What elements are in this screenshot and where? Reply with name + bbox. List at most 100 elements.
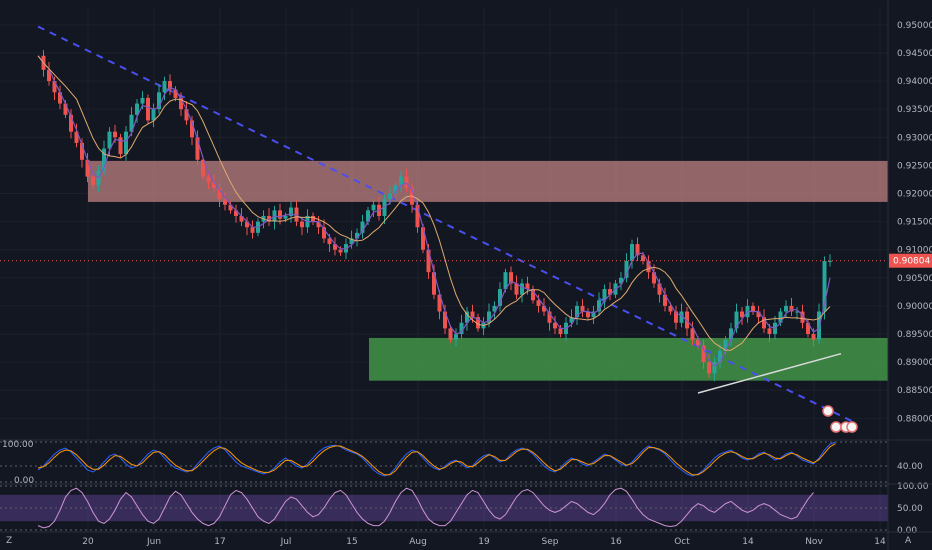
candle-body bbox=[300, 221, 304, 228]
candle-body bbox=[135, 103, 139, 115]
candle-body bbox=[635, 244, 640, 256]
candle-body bbox=[217, 187, 222, 200]
oscillator-2-tick-label: 100.00 bbox=[897, 482, 929, 492]
candle-body bbox=[454, 334, 458, 340]
price-tick-label: 0.89500 bbox=[897, 330, 932, 340]
time-tick-label: 14 bbox=[874, 537, 886, 547]
candle-body bbox=[470, 311, 475, 318]
candle-body bbox=[778, 311, 783, 323]
candle-body bbox=[657, 283, 662, 295]
candle-body bbox=[74, 131, 79, 143]
candle-body bbox=[322, 227, 326, 239]
slow-moving-average bbox=[37, 55, 831, 351]
candle-body bbox=[69, 114, 73, 132]
candle-body bbox=[157, 92, 161, 110]
candle-body bbox=[822, 260, 827, 312]
price-tick-label: 0.94500 bbox=[897, 49, 932, 59]
oscillator-2-tick-label: 50.00 bbox=[897, 504, 923, 514]
candle-body bbox=[173, 89, 178, 98]
candle-body bbox=[393, 185, 398, 194]
moving-averages bbox=[37, 55, 831, 367]
candle-body bbox=[509, 272, 513, 284]
candle-body bbox=[817, 311, 821, 340]
candle-body bbox=[404, 176, 409, 188]
candle-body bbox=[47, 69, 51, 82]
oscillator-1-k-line bbox=[37, 441, 836, 477]
candle-body bbox=[437, 294, 442, 312]
candle-body bbox=[602, 289, 607, 301]
candle-body bbox=[487, 311, 491, 323]
candle-body bbox=[690, 328, 695, 340]
price-zones bbox=[88, 160, 888, 381]
price-tick-label: 0.91500 bbox=[897, 218, 932, 228]
candle-body bbox=[536, 300, 541, 306]
candle-body bbox=[366, 210, 370, 222]
oscillator-1-tick-label: 40.00 bbox=[897, 462, 923, 472]
candle-body bbox=[283, 215, 288, 219]
oscillator-pane-2: 100.00 50.00 0.00 bbox=[0, 482, 929, 536]
candle-body bbox=[734, 311, 739, 329]
candle-body bbox=[668, 305, 673, 312]
candle-body bbox=[718, 350, 722, 363]
candle-body bbox=[311, 215, 315, 222]
trend-lines bbox=[37, 25, 853, 423]
time-tick-label: Jul bbox=[280, 537, 292, 547]
candle-body bbox=[190, 120, 194, 138]
candle-body bbox=[751, 305, 755, 312]
candle-body bbox=[382, 199, 387, 216]
candle-body bbox=[124, 131, 128, 155]
price-tick-label: 0.92500 bbox=[897, 161, 932, 171]
oscillator-pane-1: 100.00 0.00 40.00 bbox=[0, 440, 923, 486]
oscillator-2-line bbox=[37, 487, 814, 529]
price-tick-label: 0.88500 bbox=[897, 386, 932, 396]
candle-body bbox=[212, 182, 216, 188]
event-marker bbox=[846, 421, 858, 433]
last-price-badge bbox=[889, 253, 932, 268]
candle-body bbox=[201, 159, 205, 177]
candle-body bbox=[162, 81, 167, 93]
candle-body bbox=[371, 204, 376, 211]
candle-body bbox=[806, 322, 810, 335]
candle-body bbox=[696, 339, 700, 346]
candle-body bbox=[531, 289, 535, 301]
candle-body bbox=[316, 221, 321, 228]
candle-body bbox=[685, 311, 689, 329]
candle-body bbox=[674, 311, 678, 323]
candle-body bbox=[569, 317, 574, 323]
candle-body bbox=[553, 322, 557, 329]
fast-moving-average bbox=[37, 55, 831, 367]
time-tick-label: Jun bbox=[146, 537, 161, 547]
candle-body bbox=[399, 176, 403, 186]
timezone-button[interactable]: Z bbox=[6, 536, 13, 546]
oscillator-2-tick-label: 0.00 bbox=[897, 526, 917, 536]
oscillator-1-d-line bbox=[37, 443, 836, 476]
candle-body bbox=[129, 114, 134, 132]
candle-body bbox=[338, 249, 343, 253]
oscillator-1-left-label: 0.00 bbox=[14, 476, 34, 486]
candle-body bbox=[800, 311, 805, 323]
candle-body bbox=[756, 311, 761, 318]
candle-body bbox=[360, 221, 365, 233]
candle-body bbox=[432, 272, 436, 295]
rising-trend-line bbox=[697, 352, 842, 394]
grid-lines bbox=[0, 8, 888, 532]
price-tick-label: 0.93500 bbox=[897, 105, 932, 115]
candle-body bbox=[85, 159, 90, 177]
candle-body bbox=[349, 238, 354, 245]
candle-body bbox=[811, 334, 816, 340]
candle-body bbox=[355, 232, 359, 239]
candle-body bbox=[140, 97, 145, 104]
price-tick-label: 0.90500 bbox=[897, 274, 932, 284]
auto-scale-button[interactable]: A bbox=[905, 536, 912, 546]
candle-body bbox=[206, 176, 211, 183]
candle-body bbox=[608, 289, 612, 295]
candle-body bbox=[641, 255, 645, 261]
candle-body bbox=[179, 97, 183, 110]
candle-body bbox=[591, 311, 596, 318]
candle-body bbox=[492, 305, 497, 312]
candle-body bbox=[91, 176, 95, 186]
price-tick-label: 0.94000 bbox=[897, 77, 932, 87]
time-tick-label: 14 bbox=[742, 537, 754, 547]
